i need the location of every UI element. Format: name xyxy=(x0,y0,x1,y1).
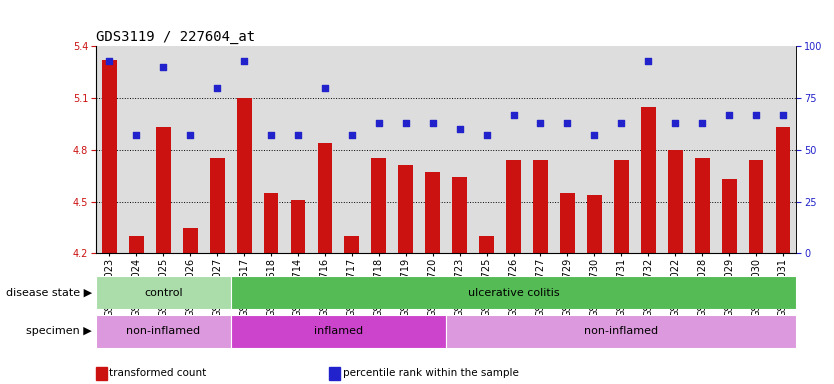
Bar xyxy=(506,160,521,253)
Bar xyxy=(560,193,575,253)
Text: specimen ▶: specimen ▶ xyxy=(26,326,92,336)
Bar xyxy=(371,159,386,253)
Point xyxy=(238,58,251,64)
Bar xyxy=(695,159,710,253)
Bar xyxy=(210,159,224,253)
Point xyxy=(426,120,440,126)
Bar xyxy=(668,150,683,253)
Bar xyxy=(446,315,796,348)
Point xyxy=(264,132,278,138)
Bar xyxy=(264,193,279,253)
Text: non-inflamed: non-inflamed xyxy=(126,326,200,336)
Point xyxy=(319,84,332,91)
Point xyxy=(399,120,413,126)
Point xyxy=(372,120,385,126)
Bar xyxy=(102,60,117,253)
Bar xyxy=(231,276,796,309)
Point xyxy=(615,120,628,126)
Bar xyxy=(614,160,629,253)
Bar xyxy=(641,107,656,253)
Point xyxy=(291,132,304,138)
Bar xyxy=(290,200,305,253)
Point xyxy=(345,132,359,138)
Point xyxy=(641,58,655,64)
Text: ulcerative colitis: ulcerative colitis xyxy=(468,288,560,298)
Bar xyxy=(231,315,446,348)
Point xyxy=(157,64,170,70)
Point xyxy=(696,120,709,126)
Bar xyxy=(533,160,548,253)
Text: control: control xyxy=(144,288,183,298)
Bar xyxy=(480,236,494,253)
Bar xyxy=(749,160,763,253)
Point xyxy=(722,111,736,118)
Point xyxy=(183,132,197,138)
Bar xyxy=(183,228,198,253)
Text: disease state ▶: disease state ▶ xyxy=(6,288,92,298)
Point xyxy=(560,120,574,126)
Bar xyxy=(425,172,440,253)
Bar xyxy=(318,143,332,253)
Bar xyxy=(96,276,231,309)
Point xyxy=(588,132,601,138)
Point xyxy=(507,111,520,118)
Bar xyxy=(156,127,171,253)
Point xyxy=(103,58,116,64)
Text: inflamed: inflamed xyxy=(314,326,363,336)
Point xyxy=(776,111,790,118)
Point xyxy=(669,120,682,126)
Text: non-inflamed: non-inflamed xyxy=(585,326,658,336)
Point xyxy=(534,120,547,126)
Bar xyxy=(399,166,413,253)
Point xyxy=(750,111,763,118)
Point xyxy=(129,132,143,138)
Bar xyxy=(776,127,791,253)
Bar xyxy=(129,236,143,253)
Text: percentile rank within the sample: percentile rank within the sample xyxy=(343,368,519,379)
Bar xyxy=(721,179,736,253)
Point xyxy=(453,126,466,132)
Bar xyxy=(237,98,252,253)
Text: GDS3119 / 227604_at: GDS3119 / 227604_at xyxy=(96,30,255,44)
Point xyxy=(210,84,224,91)
Bar xyxy=(587,195,602,253)
Bar xyxy=(344,236,359,253)
Text: transformed count: transformed count xyxy=(109,368,207,379)
Bar xyxy=(96,315,231,348)
Point xyxy=(480,132,493,138)
Bar xyxy=(452,177,467,253)
